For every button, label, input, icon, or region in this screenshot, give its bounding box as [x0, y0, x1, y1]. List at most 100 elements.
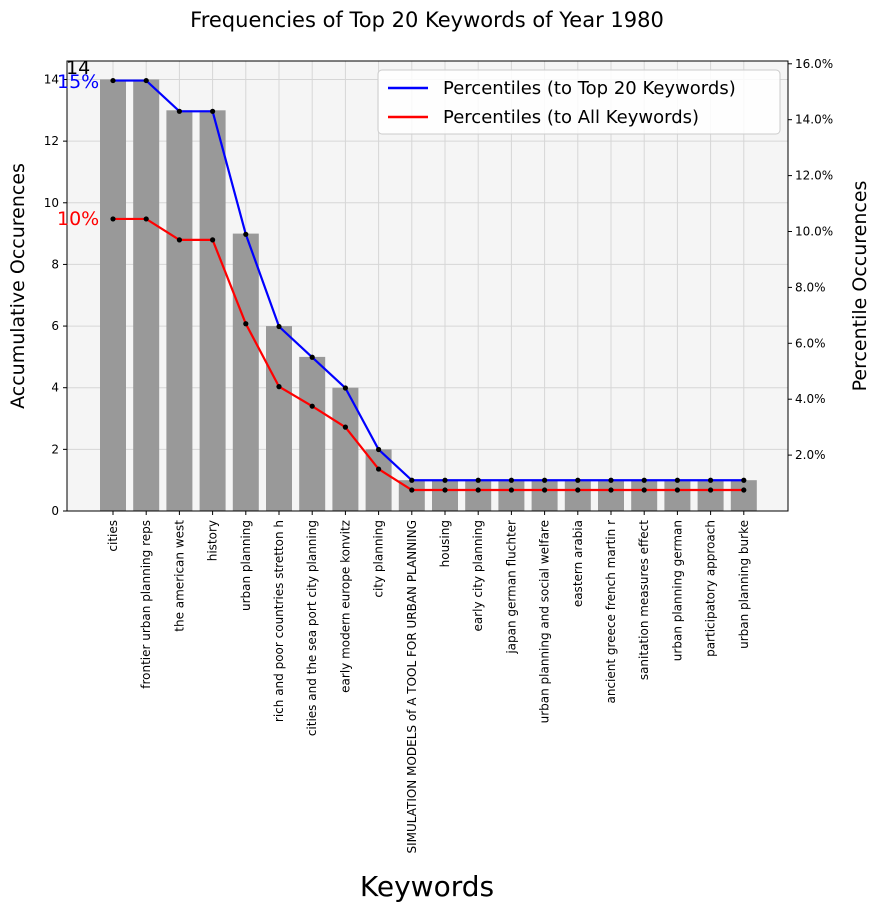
legend: Percentiles (to Top 20 Keywords) Percenti… [377, 69, 781, 135]
series-point [110, 77, 116, 84]
series-point [376, 466, 382, 472]
x-tick-label: urban planning [239, 520, 253, 611]
series-point [176, 237, 182, 243]
bar [564, 480, 591, 511]
bar [465, 480, 492, 511]
series-point [110, 216, 116, 222]
y-tick-label: 0 [51, 504, 59, 518]
y-axis-right: 2.0% 4.0% 6.0% 8.0% 10.0% 12.0% 14.0% 16.0% [788, 57, 833, 462]
bar [730, 480, 757, 511]
series-point [176, 108, 182, 114]
y2-tick-label: 6.0% [795, 336, 826, 350]
annotation-all-percent: 10% [57, 208, 99, 230]
bar [631, 480, 658, 511]
y2-tick-label: 14.0% [795, 113, 833, 127]
series-point [741, 477, 747, 483]
series-point [409, 477, 415, 483]
bar [133, 79, 160, 511]
x-axis-label: Keywords [360, 870, 494, 903]
bar [199, 110, 226, 512]
x-tick-label: history [206, 520, 220, 561]
series-point [442, 477, 448, 483]
y2-tick-label: 8.0% [795, 280, 826, 294]
series-point [674, 477, 681, 483]
x-tick-label: cities and the sea port city planning [305, 520, 319, 736]
y2-tick-label: 2.0% [795, 448, 826, 462]
x-tick-label: early modern europe konvitz [338, 520, 352, 693]
y-tick-label: 2 [51, 442, 59, 456]
percentile-lines [110, 77, 747, 493]
bar [232, 233, 259, 512]
y-tick-label: 12 [44, 134, 59, 148]
annotation-max-count: 14 [66, 57, 90, 79]
series-point [143, 216, 149, 222]
series-point [143, 77, 149, 84]
series-point [641, 477, 647, 483]
series-point [674, 487, 681, 493]
y-tick-label: 6 [51, 319, 59, 333]
series-point [708, 477, 714, 483]
series-line [113, 217, 744, 492]
series-point [342, 385, 348, 391]
series-point [409, 487, 415, 493]
x-tick-label: participatory approach [704, 520, 718, 657]
series-point [309, 403, 315, 409]
y-tick-label: 4 [51, 381, 59, 395]
x-tick-label: urban planning and social welfare [538, 520, 552, 723]
legend-label: Percentiles (to Top 20 Keywords) [443, 78, 736, 99]
legend-label: Percentiles (to All Keywords) [443, 107, 699, 128]
series-point [542, 477, 548, 483]
series-point [575, 487, 581, 493]
series-point [608, 487, 614, 493]
series-point [575, 477, 581, 483]
series-point [210, 237, 216, 243]
series-point [508, 487, 514, 493]
x-tick-label: eastern arabia [571, 520, 585, 607]
series-point [342, 424, 348, 430]
x-tick-label: urban planning burke [737, 520, 751, 649]
bar [100, 79, 126, 511]
plot-frame [66, 60, 789, 512]
annotation-top20-percent: 15% [57, 71, 99, 93]
legend-box [377, 69, 781, 135]
y2-tick-label: 4.0% [795, 392, 826, 406]
bar [697, 480, 724, 511]
series-point [708, 487, 714, 493]
bar [498, 480, 525, 511]
bar [166, 110, 193, 512]
x-tick-label: rich and poor countries stretton h [272, 520, 286, 722]
series-point [508, 477, 514, 483]
x-tick-label: sanitation measures effect [637, 520, 651, 680]
series-point [376, 446, 382, 453]
bars [100, 79, 757, 512]
y-axis-label: Accumulative Occurences [7, 163, 29, 409]
series-point [276, 384, 282, 390]
x-axis: cities frontier urban planning reps the am… [106, 511, 751, 854]
series-point [276, 323, 282, 330]
series-point [442, 487, 448, 493]
x-tick-label: SIMULATION MODELS of A TOOL FOR URBAN PL… [405, 520, 419, 854]
series-point [475, 487, 481, 493]
y-tick-label: 14 [44, 72, 59, 86]
series-point [741, 487, 747, 493]
y2-tick-label: 16.0% [795, 57, 833, 71]
y2-tick-label: 10.0% [795, 224, 833, 238]
y-tick-label: 8 [51, 257, 59, 271]
x-tick-label: urban planning german [670, 520, 684, 661]
y2-axis-label: Percentile Occurences [849, 181, 871, 392]
series-line [113, 79, 744, 482]
series-point [243, 321, 249, 327]
bar [598, 480, 624, 511]
bar [531, 480, 558, 511]
bar [299, 356, 326, 511]
y-tick-label: 10 [44, 196, 59, 210]
y2-tick-label: 12.0% [795, 169, 833, 183]
bar [266, 326, 292, 511]
series-point [243, 231, 249, 237]
bar [432, 480, 458, 511]
series-point [210, 108, 216, 114]
x-tick-label: ancient greece french martin r [604, 520, 618, 704]
series-point [641, 487, 647, 493]
